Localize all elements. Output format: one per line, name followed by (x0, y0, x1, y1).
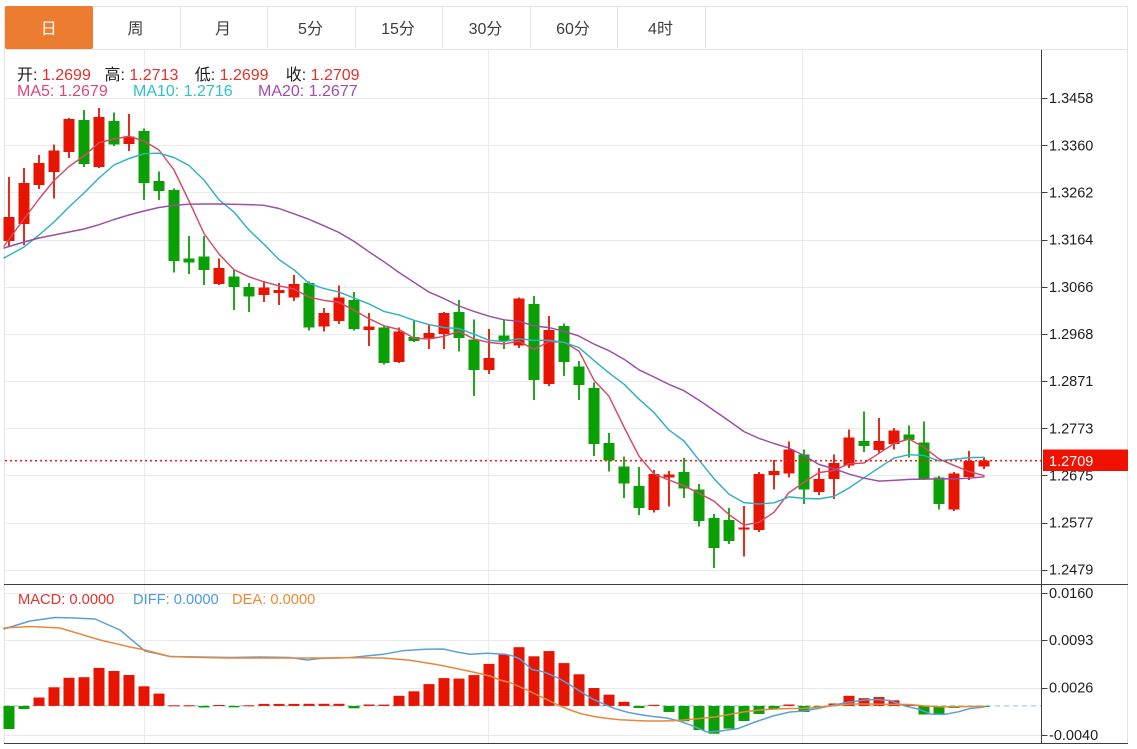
svg-text:1.2709: 1.2709 (1049, 454, 1093, 470)
svg-text:1.2675: 1.2675 (1049, 468, 1093, 484)
svg-text:1.2968: 1.2968 (1049, 327, 1093, 343)
svg-text:0.0160: 0.0160 (1049, 586, 1093, 602)
svg-text:1.3458: 1.3458 (1049, 91, 1093, 107)
svg-text:1.3164: 1.3164 (1049, 233, 1093, 249)
svg-text:1.3262: 1.3262 (1049, 186, 1093, 202)
svg-text:0.0093: 0.0093 (1049, 633, 1093, 649)
svg-text:1.3066: 1.3066 (1049, 280, 1093, 296)
svg-text:1.2871: 1.2871 (1049, 374, 1093, 390)
svg-text:0.0026: 0.0026 (1049, 681, 1093, 697)
svg-text:-0.0040: -0.0040 (1049, 728, 1098, 744)
svg-text:1.2479: 1.2479 (1049, 563, 1093, 579)
svg-text:1.3360: 1.3360 (1049, 138, 1093, 154)
svg-text:1.2577: 1.2577 (1049, 516, 1093, 532)
svg-text:1.2773: 1.2773 (1049, 421, 1093, 437)
